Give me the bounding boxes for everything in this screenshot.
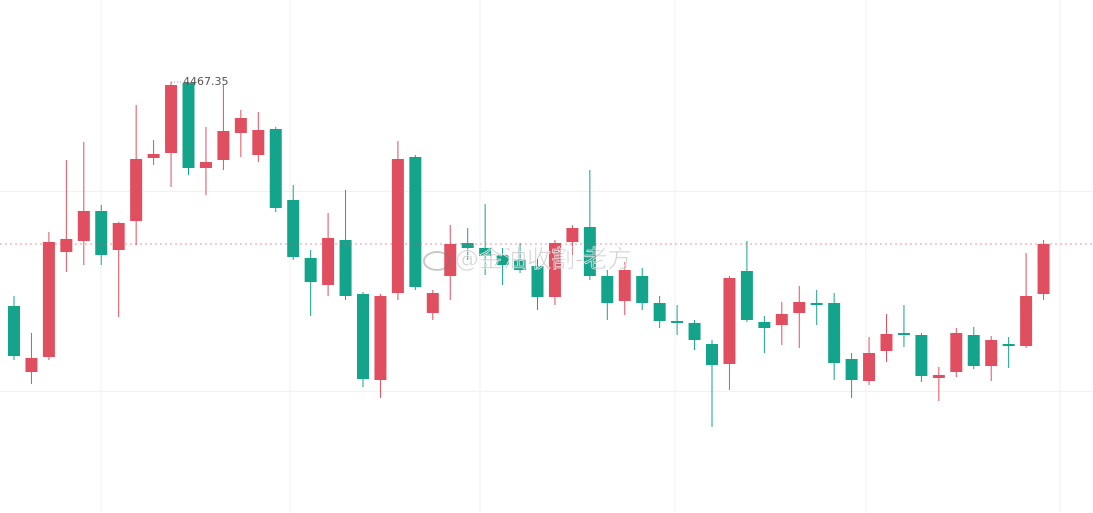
candle-body xyxy=(845,359,858,380)
candle-body xyxy=(25,358,38,372)
candle-body xyxy=(182,83,195,168)
candle-body xyxy=(897,333,910,335)
watermark-group: @金油收割-老方 xyxy=(423,245,632,273)
watermark-icon xyxy=(423,251,451,271)
candle-body xyxy=(42,242,55,357)
candle-body xyxy=(688,323,701,340)
candle-body xyxy=(1020,296,1033,346)
candle-body xyxy=(636,276,649,303)
candle-body xyxy=(583,227,596,276)
candle-body xyxy=(234,118,247,133)
candle-body xyxy=(357,294,369,379)
candle-body xyxy=(880,334,893,351)
candle-body xyxy=(932,375,945,378)
candle-body xyxy=(793,302,806,313)
candle-body xyxy=(287,200,300,257)
candle-body xyxy=(426,293,439,313)
candle-body xyxy=(77,211,90,241)
candle-body xyxy=(269,129,282,208)
candle-body xyxy=(1037,244,1050,294)
candle-body xyxy=(950,333,963,372)
candle-body xyxy=(548,243,561,297)
horizontal-grid xyxy=(0,190,1093,392)
candle-body xyxy=(706,344,718,365)
candle-body xyxy=(374,296,387,380)
candle-body xyxy=(444,244,457,276)
candle-body xyxy=(217,131,230,160)
candle-body xyxy=(915,335,928,376)
candle-body xyxy=(165,85,178,153)
candles xyxy=(8,82,1050,427)
candle-body xyxy=(810,303,823,305)
candle-body xyxy=(479,248,492,256)
candle-body xyxy=(863,353,876,381)
candle-body xyxy=(514,260,527,270)
candle-body xyxy=(199,162,212,168)
candle-body xyxy=(671,321,684,323)
candle-body xyxy=(409,157,422,287)
candle-body xyxy=(252,130,265,155)
candle-body xyxy=(130,159,143,221)
candle-body xyxy=(322,238,335,285)
candle-body xyxy=(8,306,20,356)
candle-body xyxy=(112,223,125,250)
candle-body xyxy=(758,322,771,328)
overlay: 4467.35 xyxy=(0,75,1093,245)
candle-body xyxy=(618,270,631,301)
candle-body xyxy=(653,303,666,321)
candle-body xyxy=(723,278,736,364)
candle-body xyxy=(967,335,980,366)
candle-body xyxy=(828,303,841,363)
candle-body xyxy=(531,266,544,297)
watermark: @金油收割-老方 xyxy=(455,245,632,273)
candle-body xyxy=(496,255,509,265)
vertical-grid xyxy=(100,0,1061,513)
candle-body xyxy=(95,211,108,255)
candle-body xyxy=(566,228,579,242)
candle-body xyxy=(304,258,317,282)
candle-body xyxy=(461,243,474,248)
candle-body xyxy=(775,314,788,325)
candle-body xyxy=(1002,344,1015,346)
candle-body xyxy=(339,240,352,296)
candle-body xyxy=(985,340,998,366)
candle-body xyxy=(60,239,73,252)
candle-body xyxy=(147,154,160,158)
high-label: 4467.35 xyxy=(183,75,229,88)
candle-body xyxy=(391,159,404,293)
candle-body xyxy=(601,276,614,303)
candle-body xyxy=(740,271,753,320)
